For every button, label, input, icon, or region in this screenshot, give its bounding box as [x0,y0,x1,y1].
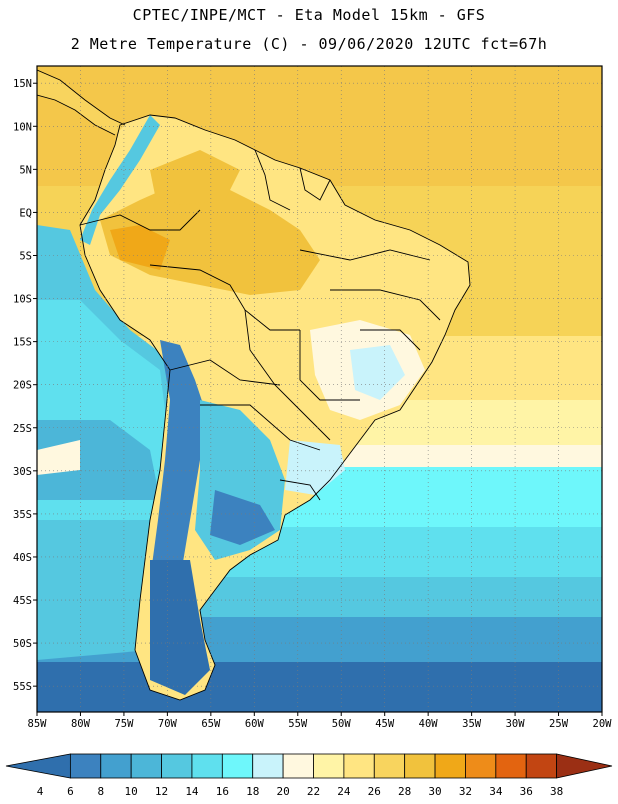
legend-label: 20 [276,785,289,798]
lon-tick-label: 65W [201,718,221,730]
legend-label: 28 [398,785,411,798]
lon-tick-label: 70W [158,718,178,730]
legend-swatch [343,753,375,779]
legend-swatch [525,753,558,779]
lat-tick-label: 50S [13,638,32,650]
lon-tick-label: 60W [245,718,265,730]
legend-label: 36 [520,785,533,798]
legend-swatch [282,753,314,779]
legend-swatch [313,753,345,779]
title-line-1: CPTEC/INPE/MCT - Eta Model 15km - GFS [132,6,486,24]
legend-swatch [69,753,102,779]
lat-tick-label: 40S [13,552,32,564]
lat-tick-label: 55S [13,681,32,693]
longitude-axis: 85W 80W 75W 70W 65W 60W 55W 50W 45W 40W 35W 30W 25W 2… [28,712,613,730]
title-line-2: 2 Metre Temperature (C) - 09/06/2020 12U… [70,35,548,53]
lon-tick-label: 85W [28,718,48,730]
legend-swatch [465,753,497,779]
central-america-landmass [37,70,125,135]
legend-swatch [221,753,254,779]
legend-label: 18 [246,785,259,798]
legend-label: 38 [550,785,563,798]
legend-label: 6 [67,785,74,798]
latitude-axis: 15N 10N 5N EQ 5S 10S 15S 20S 25S 30S 35S 40S 45S 50S 5… [13,78,37,693]
lat-tick-label: 20S [13,380,32,392]
legend-label: 24 [337,785,351,798]
legend-label: 16 [216,785,229,798]
temperature-field [37,66,602,712]
legend-label: 34 [489,785,503,798]
legend-arrow-low [5,753,71,779]
legend-swatch [373,753,406,779]
legend-label: 12 [155,785,168,798]
lat-tick-label: 10S [13,294,32,306]
legend-swatch [252,753,284,779]
map-frame [36,65,603,713]
legend-label: 10 [125,785,138,798]
legend-swatch [404,753,436,779]
lat-tick-label: 25S [13,423,32,435]
legend-label: 14 [185,785,199,798]
coastlines [37,69,471,701]
legend-label: 4 [37,785,44,798]
lat-tick-label: 10N [13,121,32,133]
lon-tick-label: 35W [462,718,482,730]
lon-tick-label: 50W [332,718,352,730]
lon-tick-label: 80W [71,718,91,730]
lat-tick-label: 35S [13,509,32,521]
legend-swatch [191,753,223,779]
lat-tick-label: 5N [19,164,32,176]
lon-tick-label: 30W [506,718,526,730]
lat-tick-label: EQ [19,207,32,219]
legend-swatch [495,753,527,779]
lon-tick-label: 55W [288,718,308,730]
legend-arrow-high [556,753,613,779]
legend-label: 30 [428,785,441,798]
legend-swatch [100,753,132,779]
lon-tick-label: 20W [593,718,613,730]
legend-swatch [130,753,162,779]
lon-tick-label: 75W [114,718,134,730]
lat-tick-label: 45S [13,595,32,607]
legend-label: 26 [368,785,381,798]
legend-swatch [434,753,466,779]
lat-tick-label: 5S [19,250,32,262]
lat-tick-label: 15N [13,78,32,90]
lat-tick-label: 30S [13,466,32,478]
legend-label: 22 [307,785,320,798]
lon-tick-label: 45W [375,718,395,730]
legend-swatch [161,753,193,779]
lon-tick-label: 25W [549,718,569,730]
legend-label: 32 [459,785,472,798]
lon-tick-label: 40W [419,718,439,730]
color-legend: 4 6 8 10 12 14 16 18 20 22 24 26 28 30 32 34 36 38 [5,753,613,798]
legend-label: 8 [97,785,104,798]
lat-tick-label: 15S [13,337,32,349]
